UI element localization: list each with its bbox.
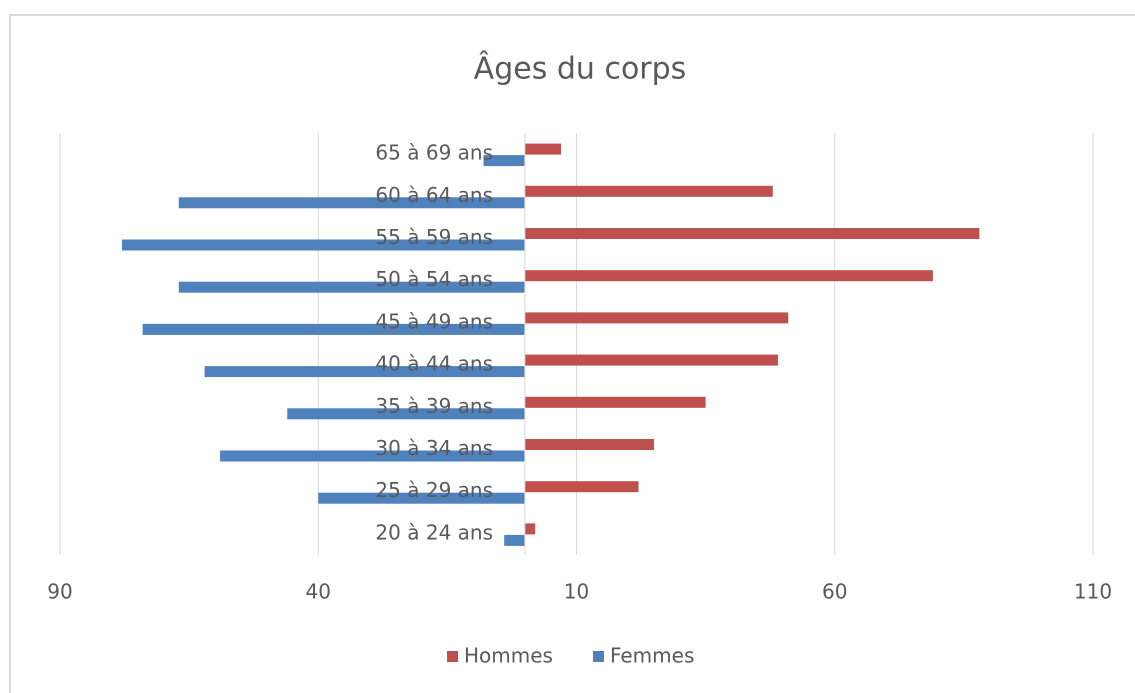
bar <box>142 323 525 335</box>
legend-label: Hommes <box>464 644 553 668</box>
y-tick-label: 40 à 44 ans <box>375 352 493 376</box>
y-tick-label: 20 à 24 ans <box>375 520 493 544</box>
legend-label: Femmes <box>610 644 694 668</box>
x-tick-label: 10 <box>564 580 589 604</box>
chart-title: Âges du corps <box>474 51 687 87</box>
y-tick-label: 50 à 54 ans <box>375 267 493 291</box>
legend: Hommes Femmes <box>447 644 694 668</box>
labels: 90 40 10 60 110 20 à 24 ans 25 à 29 ans 30 à 34… <box>47 141 1112 604</box>
bar <box>524 228 980 239</box>
bars <box>121 143 980 546</box>
bar <box>178 197 525 209</box>
y-tick-label: 65 à 69 ans <box>375 141 493 165</box>
bar <box>204 366 525 378</box>
y-tick-label: 60 à 64 ans <box>375 183 493 207</box>
y-tick-label: 30 à 34 ans <box>375 436 493 460</box>
y-tick-label: 35 à 39 ans <box>375 394 493 418</box>
y-tick-label: 25 à 29 ans <box>375 478 493 502</box>
bar <box>504 534 525 546</box>
bar <box>524 481 639 493</box>
bar <box>524 523 536 535</box>
legend-swatch <box>447 651 458 662</box>
bar <box>524 185 773 197</box>
bar <box>524 312 789 324</box>
bar <box>524 270 933 282</box>
x-tick-label: 110 <box>1074 580 1112 604</box>
x-tick-label: 90 <box>47 580 72 604</box>
bar <box>524 396 706 408</box>
bar <box>220 450 525 462</box>
chart-border <box>9 14 1135 693</box>
x-tick-label: 40 <box>306 580 331 604</box>
bar <box>524 143 562 155</box>
bar <box>287 408 525 420</box>
y-tick-label: 55 à 59 ans <box>375 225 493 249</box>
legend-swatch <box>592 651 604 662</box>
bar <box>483 155 525 167</box>
bar <box>121 239 525 251</box>
y-tick-label: 45 à 49 ans <box>375 309 493 333</box>
bar <box>318 492 525 504</box>
bar <box>178 281 525 293</box>
bar <box>524 354 778 366</box>
bar <box>524 439 654 450</box>
x-tick-label: 60 <box>822 580 847 604</box>
